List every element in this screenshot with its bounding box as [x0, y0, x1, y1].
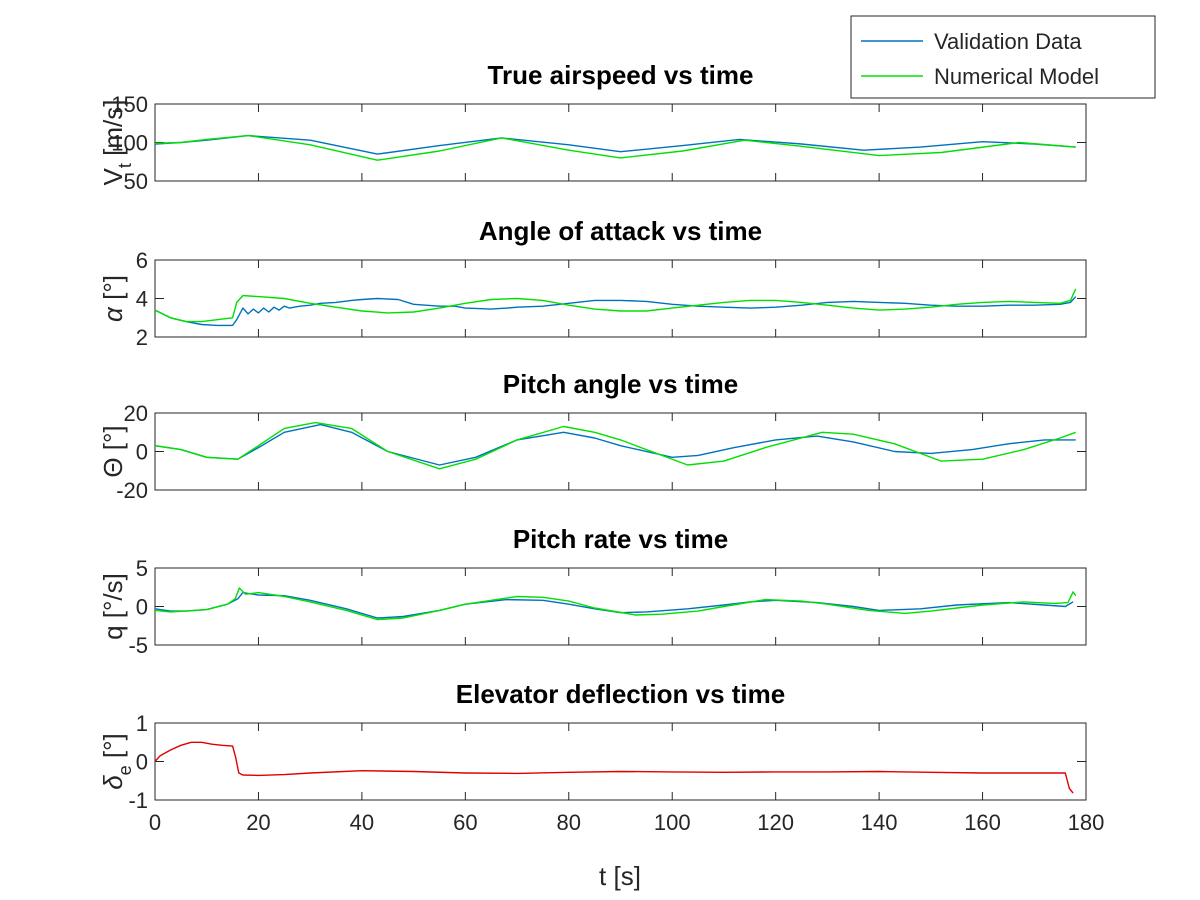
- x-tick-label: 60: [453, 810, 477, 835]
- series-line-numerical-model: [154, 587, 1077, 621]
- x-tick-label: 160: [964, 810, 1001, 835]
- y-axis-label: δe [°]: [98, 733, 135, 790]
- y-axis-label: q [°/s]: [98, 573, 128, 640]
- y-axis-label-symbol: Θ: [98, 457, 128, 477]
- x-tick-label: 40: [350, 810, 374, 835]
- y-tick-label: 0: [136, 750, 148, 775]
- subplot-title: Pitch rate vs time: [513, 524, 728, 554]
- series-line-validation-data: [154, 296, 1077, 327]
- subplot-title: Pitch angle vs time: [503, 369, 739, 399]
- y-axis-label-symbol: α: [98, 306, 128, 322]
- y-tick-label: 50: [124, 169, 148, 194]
- y-axis-label: Θ [°]: [98, 425, 128, 477]
- subplot-5: Elevator deflection vs time 0 20 40 60 80 100 1…: [98, 679, 1104, 835]
- subplot-2: Angle of attack vs time 2 4 6 α [°]: [98, 216, 1087, 350]
- subplot-title: Angle of attack vs time: [479, 216, 762, 246]
- y-tick-label: 150: [111, 92, 148, 117]
- series-line-numerical-model: [154, 134, 1076, 161]
- y-axis-label: Vt [m/s]: [98, 100, 135, 186]
- y-axis-label-unit: [°]: [98, 733, 128, 765]
- y-axis-label-symbol: q: [98, 625, 128, 639]
- y-tick-label: -1: [128, 788, 148, 813]
- x-tick-label: 120: [757, 810, 794, 835]
- x-tick-label: 20: [246, 810, 270, 835]
- y-tick-label: 6: [136, 248, 148, 273]
- y-axis-label-symbol: V: [98, 167, 128, 185]
- x-tick-label: 0: [149, 810, 161, 835]
- series-line-numerical-model: [154, 421, 1076, 470]
- y-tick-label: 0: [136, 440, 148, 465]
- x-tick-label: 100: [654, 810, 691, 835]
- subplot-title: True airspeed vs time: [488, 60, 754, 90]
- y-tick-label: 1: [136, 711, 148, 736]
- y-tick-label: 20: [124, 401, 148, 426]
- y-axis-label-unit: [°]: [98, 425, 128, 457]
- y-tick-label: 100: [111, 131, 148, 156]
- y-tick-label: 2: [136, 325, 148, 350]
- series-line-numerical-model: [154, 288, 1077, 323]
- subplot-4: Pitch rate vs time -5 0 5 q [°/s]: [98, 524, 1087, 658]
- y-tick-label: -5: [128, 633, 148, 658]
- legend-box: [850, 15, 1156, 99]
- x-tick-label: 80: [557, 810, 581, 835]
- x-tick-label: 180: [1068, 810, 1105, 835]
- series-line-elevator-deflection: [154, 741, 1074, 794]
- subplot-title: Elevator deflection vs time: [456, 679, 785, 709]
- legend-label-validation: Validation Data: [934, 29, 1082, 54]
- y-tick-label: 0: [136, 595, 148, 620]
- y-axis-label-unit: [°/s]: [98, 573, 128, 625]
- y-tick-label: -20: [116, 478, 148, 503]
- y-axis-label: α [°]: [98, 275, 128, 322]
- legend: Validation Data Numerical Model: [850, 15, 1156, 99]
- series-line-validation-data: [154, 591, 1074, 619]
- y-tick-label: 4: [136, 287, 148, 312]
- y-tick-label: 5: [136, 556, 148, 581]
- y-axis-label-symbol: δ: [98, 775, 128, 790]
- x-tick-label: 140: [861, 810, 898, 835]
- legend-label-model: Numerical Model: [934, 64, 1099, 89]
- y-axis-label-subscript: e: [115, 765, 135, 775]
- y-axis-label-unit: [°]: [98, 275, 128, 307]
- x-axis-label: t [s]: [599, 861, 641, 891]
- y-axis-label-subscript: t: [115, 163, 135, 168]
- y-axis-label-unit: [m/s]: [98, 100, 128, 164]
